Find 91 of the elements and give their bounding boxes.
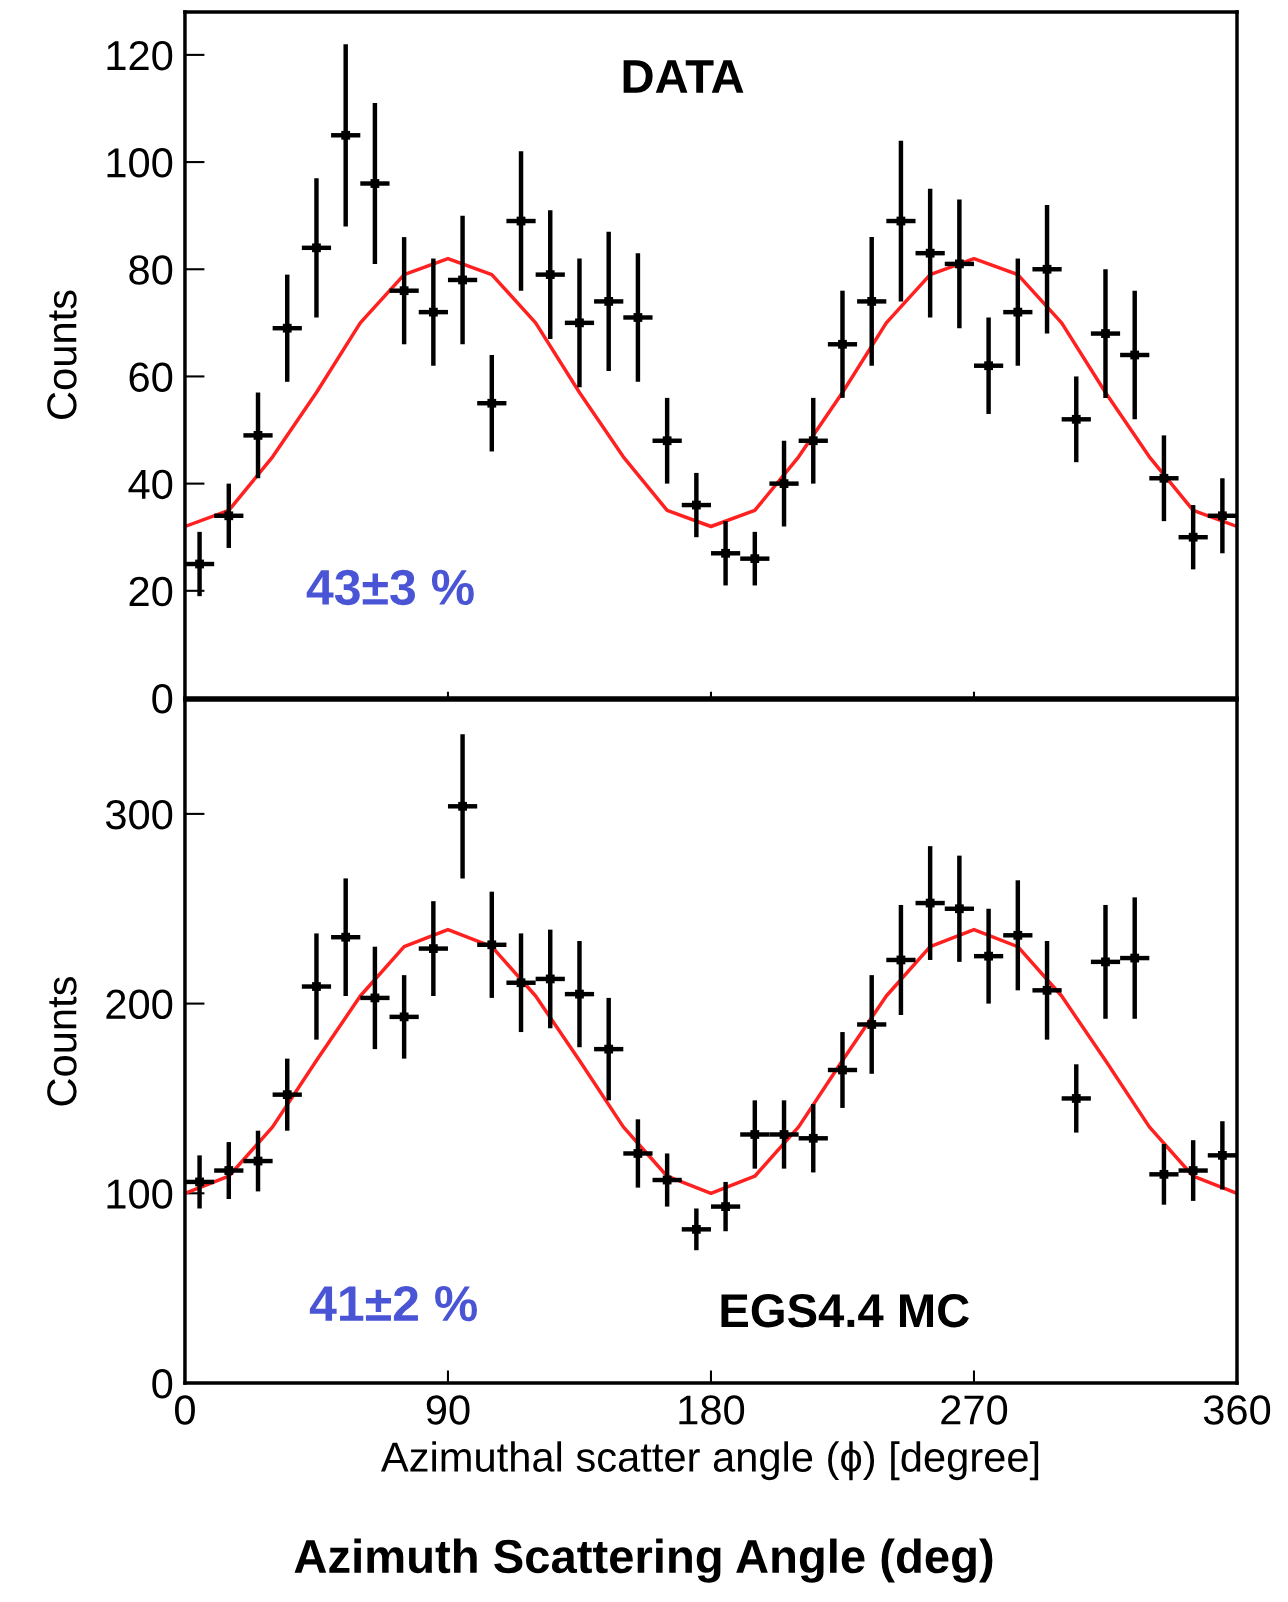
y-axis-title: Counts [47, 977, 77, 1106]
point [1071, 414, 1081, 424]
y-tick-label: 0 [152, 1369, 173, 1399]
x-tick-label: 270 [941, 1395, 1008, 1425]
point [1159, 1169, 1169, 1179]
point [516, 978, 526, 988]
point [633, 313, 643, 322]
point [779, 479, 789, 489]
y-tick-label: 0 [152, 683, 173, 714]
annotation: EGS4.4 MC [721, 1293, 969, 1328]
annotation: DATA [623, 60, 744, 93]
point [428, 944, 438, 953]
x-tick-label: 180 [679, 1395, 745, 1425]
point [428, 307, 438, 317]
point [545, 270, 555, 280]
point [1130, 953, 1140, 963]
text: Azimuth Scattering Angle (deg) [294, 1538, 993, 1583]
point [1013, 307, 1023, 317]
point [1188, 532, 1198, 542]
point [1013, 930, 1023, 940]
point [750, 554, 760, 564]
point [1217, 511, 1227, 521]
point [575, 318, 584, 328]
point [487, 940, 497, 950]
y-tick-label: 80 [129, 255, 173, 285]
point [691, 500, 701, 510]
point [282, 1090, 292, 1100]
point [195, 559, 204, 569]
y-tick-label: 300 [105, 799, 173, 830]
y-tick-label: 60 [129, 362, 173, 392]
point [838, 1065, 847, 1075]
point [954, 259, 964, 269]
x-tick-label: 360 [1203, 1395, 1271, 1425]
point [224, 1166, 234, 1175]
point [575, 989, 584, 999]
y-axis-title: Counts [47, 290, 77, 419]
point [662, 1175, 672, 1185]
point [458, 801, 467, 811]
point [954, 904, 964, 914]
point [1101, 957, 1110, 967]
point [1188, 1166, 1198, 1175]
point [1042, 264, 1052, 274]
point [312, 243, 321, 253]
point [691, 1224, 701, 1234]
point [838, 339, 847, 349]
point [808, 1133, 818, 1143]
point [721, 1202, 730, 1211]
point [721, 548, 730, 558]
point [1217, 1150, 1227, 1160]
point [545, 974, 555, 984]
point [224, 511, 234, 521]
point [779, 1130, 789, 1139]
point [1042, 985, 1052, 995]
point [487, 398, 497, 408]
point [984, 361, 993, 371]
x-tick-label: 90 [426, 1395, 470, 1425]
point [1159, 473, 1169, 483]
point [633, 1149, 643, 1158]
point [195, 1177, 204, 1187]
y-tick-label: 20 [129, 576, 173, 607]
y-tick-label: 100 [107, 1179, 173, 1209]
point [370, 179, 380, 188]
point [925, 898, 935, 908]
point [984, 951, 993, 961]
point [662, 436, 672, 446]
point [867, 1020, 877, 1029]
y-tick-label: 200 [106, 989, 173, 1020]
point [341, 932, 351, 942]
annotation: 43±3 % [306, 569, 474, 606]
point [604, 1044, 614, 1054]
point [312, 982, 321, 991]
point [750, 1130, 760, 1139]
point [604, 297, 614, 306]
y-tick-label: 120 [107, 40, 173, 71]
point [925, 248, 935, 258]
point [399, 1012, 409, 1022]
point [253, 431, 263, 440]
point [282, 323, 292, 333]
point [1130, 350, 1140, 360]
annotation: 41±2 % [309, 1285, 477, 1322]
point [1071, 1094, 1081, 1103]
point [808, 436, 818, 446]
point [1101, 329, 1110, 338]
y-tick-label: 40 [128, 469, 173, 500]
x-tick-label: 0 [175, 1395, 195, 1425]
point [458, 275, 467, 285]
y-tick-label: 100 [107, 148, 173, 178]
point [341, 130, 351, 140]
point [399, 286, 409, 296]
point [867, 297, 877, 306]
x-axis-title: Azimuthal scatter angle (ϕ) [degree] [380, 1441, 1039, 1481]
